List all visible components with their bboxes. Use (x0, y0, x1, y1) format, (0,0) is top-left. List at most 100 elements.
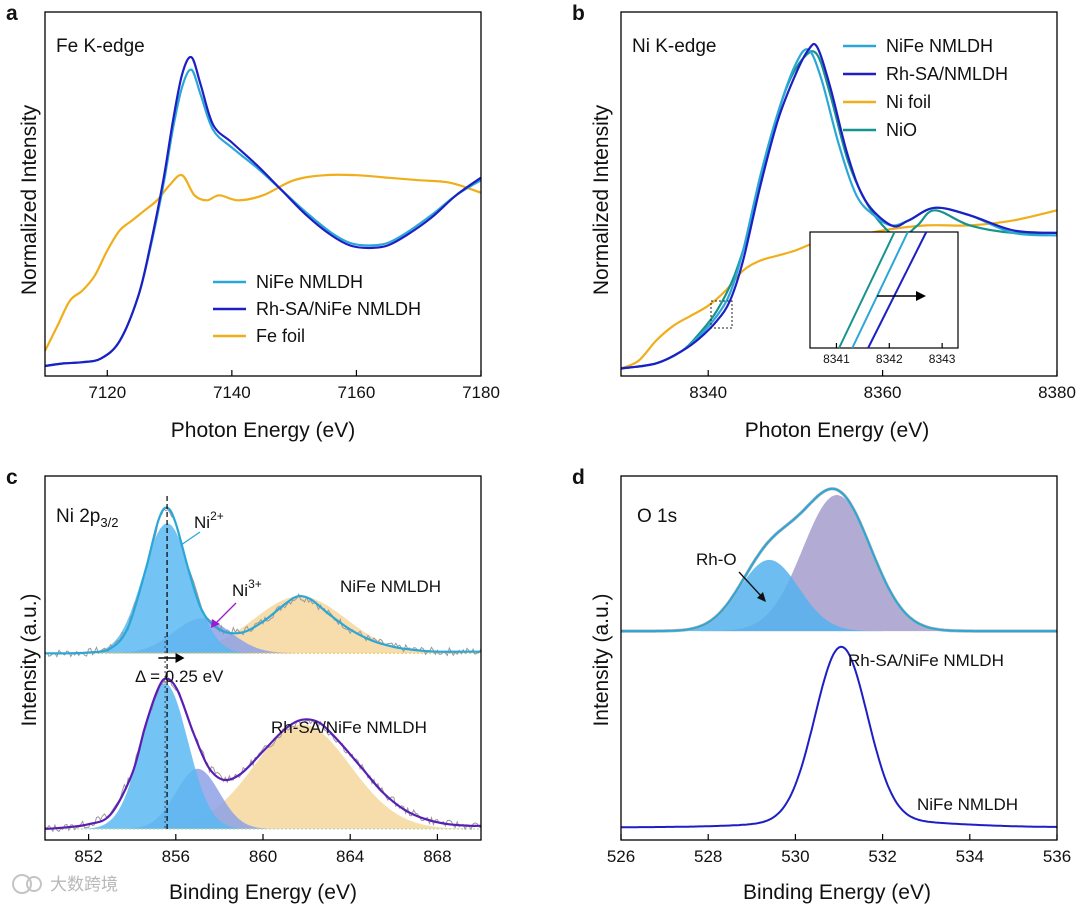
panel-b: b Ni K-edge 8340 8360 8380 Photon Energy (… (572, 2, 1076, 442)
panel-c-ni3-arrowhead (211, 619, 220, 628)
panel-d-top-sample-label: Rh-SA/NiFe NMLDH (848, 651, 1004, 670)
panel-b-y-label: Normalized Intensity (590, 104, 613, 295)
panel-c-y-label: Intensity (a.u.) (18, 593, 41, 726)
inset-tick-label: 8341 (823, 352, 850, 366)
x-tick-label: 7120 (88, 383, 126, 402)
legend-a-foil-label: Fe foil (256, 326, 305, 346)
panel-a-frame (44, 11, 482, 377)
panel-c-delta-label: Δ = 0.25 eV (135, 667, 224, 686)
panel-c-ni3-label: Ni3+ (232, 577, 262, 600)
inset-line-nife-nmldh (851, 231, 909, 349)
x-tick-label: 528 (694, 847, 722, 866)
shift-arrowhead (175, 653, 185, 663)
watermark-logo-icon (12, 874, 32, 894)
panel-b-frame (620, 11, 1058, 377)
panel-a-letter: a (6, 2, 18, 25)
watermark-logo-icon-2 (26, 876, 42, 892)
x-tick-label: 532 (868, 847, 896, 866)
panel-d-plot (621, 487, 1058, 829)
panel-d: d O 1s 526 528 530 532 534 536 Binding Energy… (572, 466, 1071, 904)
x-tick-label: 852 (74, 847, 102, 866)
inset-line-rh-sa-nmldh (867, 231, 928, 349)
panel-c-bottom-sample-label: Rh-SA/NiFe NMLDH (271, 718, 427, 737)
x-tick-label: 8340 (689, 383, 727, 402)
x-tick-label: 526 (607, 847, 635, 866)
x-tick-label: 7180 (462, 383, 500, 402)
panel-d-x-ticks: 526 528 530 532 534 536 (607, 834, 1071, 866)
panel-c-top-sample-label: NiFe NMLDH (340, 577, 441, 596)
panel-b-x-ticks: 8340 8360 8380 (689, 370, 1076, 402)
panel-c-ni2-arrow (180, 531, 201, 546)
series-line-fe-foil (44, 173, 482, 352)
panel-d-rho-arrowhead (757, 592, 766, 602)
watermark: 大数跨境 (12, 874, 118, 894)
panel-b-legend: NiFe NMLDH Rh-SA/NMLDH Ni foil NiO (843, 36, 1008, 140)
panel-d-bottom-sample-label: NiFe NMLDH (917, 795, 1018, 814)
panel-b-title: Ni K-edge (632, 36, 717, 57)
envelope-top-nife (44, 506, 481, 655)
panel-d-letter: d (572, 466, 585, 489)
panel-a: a Fe K-edge 7120 7140 7160 7180 Photon Ener… (6, 2, 500, 442)
inset-x-ticks: 8341 8342 8343 (823, 343, 956, 366)
panel-c-x-ticks: 852 856 860 864 868 (74, 834, 452, 866)
x-tick-label: 8360 (864, 383, 902, 402)
panel-c-ni2-label: Ni2+ (194, 509, 224, 532)
legend-a-nife-label: NiFe NMLDH (256, 272, 363, 292)
series-line-ni-foil (620, 209, 1058, 370)
x-tick-label: 534 (956, 847, 984, 866)
inset-lines (838, 231, 928, 349)
peak-fill-rh-o (650, 559, 888, 632)
legend-b-foil-label: Ni foil (886, 92, 931, 112)
x-tick-label: 7140 (213, 383, 251, 402)
legend-b-nife-label: NiFe NMLDH (886, 36, 993, 56)
envelope-bottom-rh (44, 677, 482, 830)
panel-b-plot (620, 42, 1058, 370)
watermark-text: 大数跨境 (50, 875, 118, 894)
panel-c-title: Ni 2p3/2 (56, 506, 118, 530)
panel-c-ni2-sup: 2+ (210, 509, 224, 523)
panel-c-title-sub: 3/2 (100, 515, 118, 530)
peak-fill-top-satellite (164, 596, 481, 654)
panel-c-ni2-main: Ni (194, 513, 210, 532)
x-tick-label: 7160 (338, 383, 376, 402)
inset-frame (809, 231, 959, 349)
panel-c-title-main: Ni 2p (56, 506, 100, 527)
panel-d-x-label: Binding Energy (eV) (743, 881, 931, 904)
panel-d-y-label: Intensity (a.u.) (590, 593, 613, 726)
x-tick-label: 530 (781, 847, 809, 866)
x-tick-label: 8380 (1038, 383, 1076, 402)
panel-d-rho-arrow (738, 571, 763, 598)
panel-c-plot (44, 506, 482, 833)
x-tick-label: 536 (1043, 847, 1071, 866)
series-line-rh-sa-nife-nmldh (44, 55, 482, 368)
panel-a-y-label: Normalized Intensity (18, 104, 41, 295)
x-tick-label: 868 (423, 847, 451, 866)
panel-c-ni3-sup: 3+ (248, 577, 262, 591)
panel-a-plot (44, 55, 482, 368)
panel-c-shift-markers (158, 496, 185, 830)
panel-c-ni3-arrow (214, 602, 237, 625)
inset-line-nio (838, 231, 896, 349)
legend-b-nio-label: NiO (886, 120, 917, 140)
panel-c-letter: c (6, 466, 18, 489)
x-tick-label: 856 (162, 847, 190, 866)
panel-a-title: Fe K-edge (56, 36, 145, 57)
panel-a-x-ticks: 7120 7140 7160 7180 (88, 370, 500, 402)
series-line-nife-nmldh (44, 68, 482, 368)
envelope-bottom-nife (621, 645, 1058, 829)
panel-b-inset: 8341 8342 8343 (809, 231, 959, 366)
legend-a-rh-label: Rh-SA/NiFe NMLDH (256, 299, 421, 319)
panel-a-x-label: Photon Energy (eV) (171, 419, 355, 442)
panel-c: c Ni 2p3/2 852 856 860 864 868 Binding Energ… (6, 466, 482, 904)
panel-d-frame (620, 475, 1058, 841)
panel-c-ni3-main: Ni (232, 581, 248, 600)
series-line-rh-sa-nmldh (620, 42, 1058, 370)
x-tick-label: 864 (336, 847, 364, 866)
peak-fill-lattice-o (700, 495, 973, 632)
panel-d-rho-label: Rh-O (696, 550, 737, 569)
envelope-top-rh-sa (621, 487, 1057, 633)
inset-tick-label: 8343 (929, 352, 956, 366)
inset-tick-label: 8342 (876, 352, 903, 366)
panel-a-legend: NiFe NMLDH Rh-SA/NiFe NMLDH Fe foil (213, 272, 421, 346)
x-tick-label: 860 (249, 847, 277, 866)
